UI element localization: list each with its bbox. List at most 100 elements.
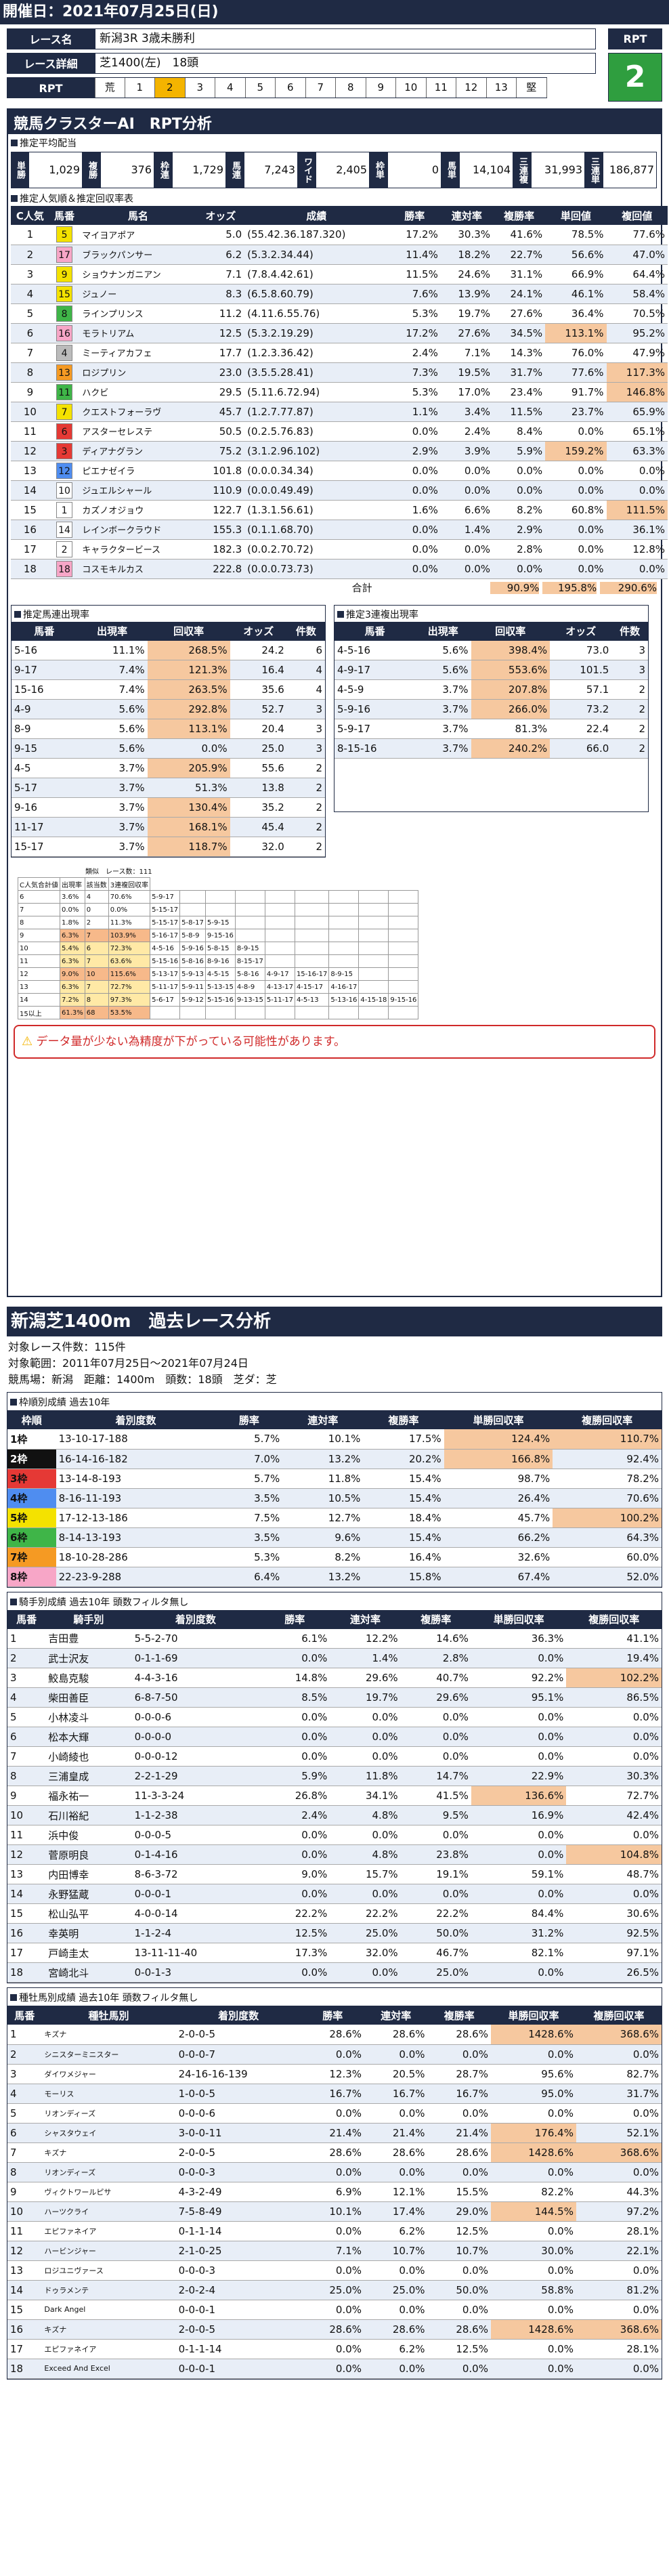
mini-cell: 72.3% (108, 942, 151, 955)
sire-row-cell: 1428.6% (490, 2319, 576, 2340)
jockey-row-cell: 0.0% (400, 1884, 471, 1904)
jockey-row-cell: 15.7% (330, 1864, 401, 1884)
waku-cell: 13.2% (282, 1567, 364, 1587)
sire-row-cell: 16.7% (301, 2084, 365, 2104)
pop-cell: 65.9% (606, 402, 668, 422)
col-header: 勝率 (301, 2006, 365, 2025)
jockey-row-cell: 0.0% (400, 1746, 471, 1767)
waku-cell: 13-14-8-193 (56, 1469, 216, 1489)
waku-row: 6枠 8-14-13-193 3.5% 9.6% 15.4% 66.2% 64.3% (7, 1527, 662, 1548)
jockey-row-cell: 26.8% (259, 1786, 330, 1806)
umaren-row-cell: 4 (286, 679, 325, 700)
pop-cell: 27.6% (440, 323, 494, 343)
waku-cell: 15.4% (363, 1469, 444, 1489)
pop-cell: 3.4% (440, 402, 494, 422)
pop-cell: 0.0% (440, 539, 494, 559)
jockey-row: 17 戸崎圭太 13-11-11-40 17.3% 32.0% 46.7% 82.1% 97.… (7, 1943, 662, 1963)
jockey-row-cell: 0-0-0-12 (131, 1746, 260, 1767)
pop-cell: 10 (11, 402, 49, 422)
umaren-row: 5-16 11.1% 268.5% 24.2 6 (12, 640, 325, 660)
jockey-row-cell: 59.1% (471, 1864, 567, 1884)
pop-cell: 0.0% (493, 559, 546, 579)
pop-cell: 110.9 (196, 480, 245, 501)
waku-cell: 98.7% (444, 1469, 553, 1489)
mini-cell: 72.7% (108, 980, 151, 994)
payout-label: 馬連 (226, 152, 244, 188)
sanren-row-cell: 73.0 (550, 640, 612, 660)
sire-row-cell: 0-0-0-3 (175, 2162, 301, 2182)
mini-cell: 6.3% (59, 954, 85, 968)
jockey-row-cell: 鮫島克駿 (45, 1668, 132, 1688)
jockey-row-cell: 41.5% (400, 1786, 471, 1806)
sire-row-cell: 3 (7, 2064, 42, 2084)
umaren-row-cell: 5.6% (77, 719, 148, 739)
jockey-row-cell: 0.0% (259, 1825, 330, 1845)
jockey-row-cell: 0.0% (566, 1884, 662, 1904)
pop-cell: 91.7% (545, 382, 607, 402)
pop-cell: ディアナグラン (79, 441, 197, 461)
col-header: 単勝回収率 (490, 2006, 576, 2025)
mini-cell: 5-9-12 (179, 993, 206, 1007)
ai-analysis-panel: 競馬クラスターAI RPT分析 推定平均配当 単勝 1,029 複勝 376 枠連 1,7… (7, 108, 668, 1297)
col-header: 回収率 (471, 621, 551, 641)
col-header: 複勝率 (427, 2006, 491, 2025)
pop-cell: 0.0% (545, 461, 607, 481)
jockey-row-cell: 18 (7, 1962, 46, 1983)
sire-row-cell: 22.1% (576, 2241, 662, 2261)
pop-cell: (55.42.36.187.320) (244, 225, 389, 245)
pop-cell: 11.4% (388, 245, 441, 265)
sire-row-cell: 0-0-0-1 (175, 2300, 301, 2320)
pop-cell: 6.6% (440, 500, 494, 520)
waku-row: 4枠 8-16-11-193 3.5% 10.5% 15.4% 26.4% 70.6% (7, 1488, 662, 1508)
rpt-cell: 4 (215, 78, 246, 98)
mini-cell: 15以上 (18, 1006, 60, 1019)
pop-cell: レインボークラウド (79, 520, 197, 540)
col-header: 単勝回収率 (444, 1410, 553, 1429)
jockey-row-cell: 5.9% (259, 1766, 330, 1786)
jockey-row-cell: 4.8% (330, 1844, 401, 1865)
pop-cell: 0.0% (440, 559, 494, 579)
pop-cell: 0.0% (493, 461, 546, 481)
col-header: 出現率 (77, 621, 148, 641)
sire-row-cell: 0.0% (427, 2359, 491, 2379)
jockey-row-cell: 29.6% (400, 1687, 471, 1708)
mini-cell (294, 890, 330, 904)
sire-row-cell: ヴィクトワールピサ (41, 2182, 176, 2202)
sanren-row-cell: 5.6% (415, 640, 471, 660)
pop-cell: 8 (11, 362, 49, 383)
jockey-row-cell: 0.0% (330, 1707, 401, 1727)
sire-row-cell: 6.9% (301, 2182, 365, 2202)
mini-cell (234, 903, 265, 916)
jockey-row: 4 柴田善臣 6-8-7-50 8.5% 19.7% 29.6% 95.1% 86.5% (7, 1687, 662, 1708)
pop-cell: 3.9% (440, 441, 494, 461)
mini-cell (264, 1006, 295, 1019)
sire-row: 5 リオンディーズ 0-0-0-6 0.0% 0.0% 0.0% 0.0% 0.0% (7, 2103, 662, 2124)
umaren-row-cell: 2 (286, 778, 325, 798)
waku-cell: 1枠 (7, 1429, 56, 1450)
umaren-row-cell: 8-9 (12, 719, 77, 739)
waku-table: 枠順 着別度数 勝率 連対率 複勝率 単勝回収率 複勝回収率 1枠 13-10-17-188 5.… (7, 1410, 662, 1587)
umaren-row-cell: 5-17 (12, 778, 77, 798)
mini-cell (328, 954, 360, 968)
mini-cell: 5-9-17 (150, 890, 181, 904)
mini-cell (264, 890, 295, 904)
col-header: 複勝率 (493, 206, 546, 225)
sanren-row-cell: 5-9-16 (334, 699, 416, 719)
waku-row: 1枠 13-10-17-188 5.7% 10.1% 17.5% 124.4% 110.7% (7, 1429, 662, 1450)
sanren-row-cell: 553.6% (471, 660, 551, 680)
payout-label: 単勝 (11, 152, 28, 188)
waku-cell: 4枠 (7, 1488, 56, 1508)
mini-cell: 5-13-17 (150, 967, 181, 981)
mini-cell: 7.2% (59, 993, 85, 1007)
waku-cell: 124.4% (444, 1429, 553, 1450)
col-header: 着別度数 (131, 1609, 260, 1629)
pop-cell: 15 (11, 500, 49, 520)
pop-cell: 4 (49, 343, 80, 363)
sire-row-cell: 10.7% (427, 2241, 491, 2261)
sire-row-cell: 28.6% (364, 2142, 428, 2163)
pop-cell: 60.8% (545, 500, 607, 520)
jockey-row-cell: 30.6% (566, 1903, 662, 1924)
race-name-label: レース名 (7, 28, 95, 49)
jockey-row-cell: 14.6% (400, 1628, 471, 1649)
sire-row-cell: シニスターミニスター (41, 2044, 176, 2065)
